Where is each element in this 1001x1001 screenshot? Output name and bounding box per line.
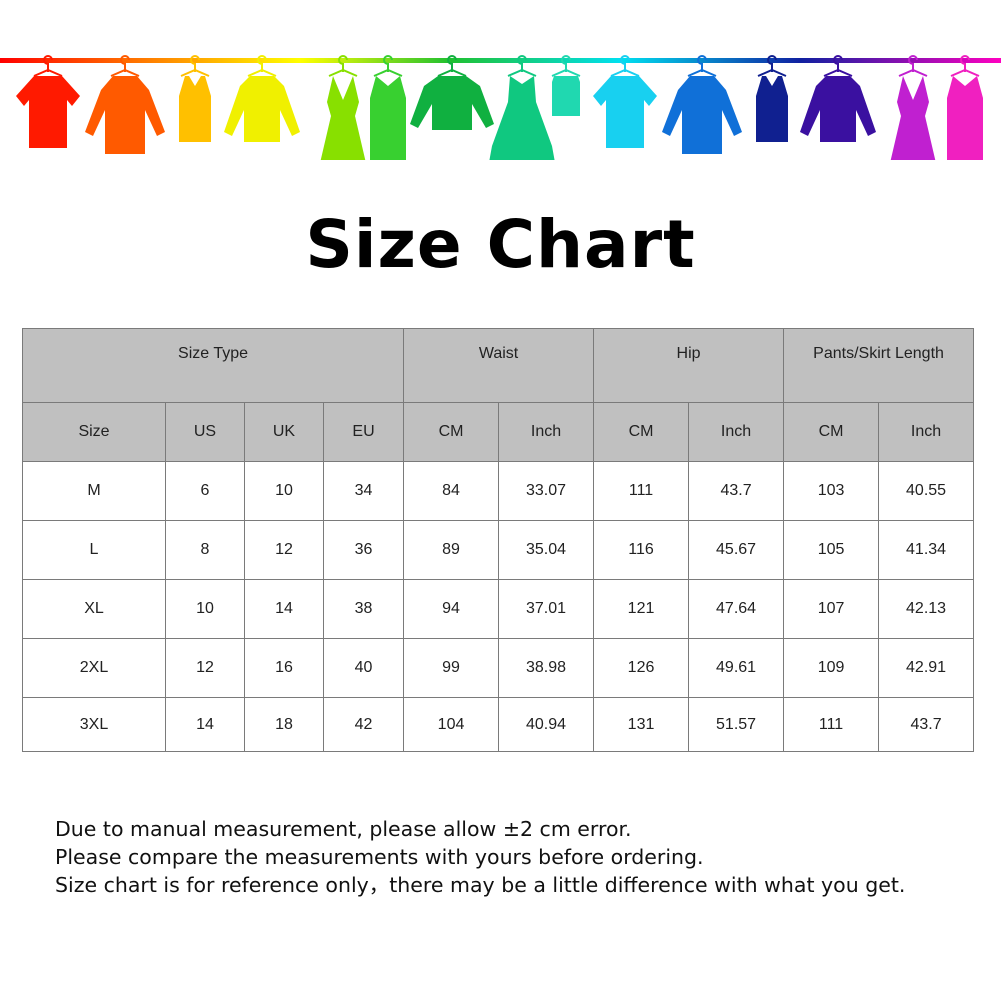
table-cell: 40 (322, 638, 405, 698)
garment-dress-icon (320, 55, 366, 160)
table-cell: 47.64 (688, 579, 785, 639)
table-cell: 103 (783, 461, 880, 521)
table-cell: 99 (403, 638, 500, 698)
garment-tank-icon (756, 55, 788, 142)
table-cell: 14 (165, 697, 245, 752)
table-cell: 10 (165, 579, 245, 639)
clothes-rack-banner (0, 55, 1001, 160)
table-cell: 41.34 (878, 520, 975, 580)
table-cell: 12 (165, 638, 245, 698)
table-cell: 10 (244, 461, 324, 521)
table-cell: 33.07 (498, 461, 595, 521)
table-cell: 42.91 (878, 638, 975, 698)
table-cell: 34 (322, 461, 405, 521)
sub-header-cell: CM (593, 402, 690, 462)
header-length: Pants/Skirt Length (783, 328, 975, 403)
table-cell: 12 (244, 520, 324, 580)
sub-header-cell: UK (244, 402, 324, 462)
table-cell: 105 (783, 520, 880, 580)
garment-ball-dress-icon (489, 55, 555, 160)
note-line: Due to manual measurement, please allow … (55, 817, 632, 841)
table-row: XL 10 14 38 94 37.01 121 47.64 107 42.13 (22, 579, 975, 639)
table-cell: 35.04 (498, 520, 595, 580)
table-cell: 40.94 (498, 697, 595, 752)
table-cell: 45.67 (688, 520, 785, 580)
table-cell: 2XL (22, 638, 166, 698)
garment-cardigan-icon (800, 55, 876, 142)
table-cell: 8 (165, 520, 245, 580)
table-cell: 37.01 (498, 579, 595, 639)
table-cell: 116 (593, 520, 690, 580)
size-table: Size Type Waist Hip Pants/Skirt Length S… (21, 328, 975, 752)
garment-sweater-icon (410, 55, 494, 130)
table-cell: 107 (783, 579, 880, 639)
sub-header-cell: Inch (878, 402, 975, 462)
notes: Due to manual measurement, please allow … (55, 815, 905, 899)
sub-header-cell: Inch (688, 402, 785, 462)
garment-tshirt-icon (593, 55, 657, 148)
table-cell: 104 (403, 697, 500, 752)
table-cell: 111 (593, 461, 690, 521)
garment-belted-dress-icon (947, 55, 983, 160)
table-cell: 49.61 (688, 638, 785, 698)
sub-header-cell: EU (322, 402, 405, 462)
table-cell: 51.57 (688, 697, 785, 752)
garment-cardigan-icon (224, 55, 300, 142)
table-row: L 8 12 36 89 35.04 116 45.67 105 41.34 (22, 520, 975, 580)
table-cell: 131 (593, 697, 690, 752)
table-cell: 3XL (22, 697, 166, 752)
table-cell: XL (22, 579, 166, 639)
garment-camisole-icon (551, 55, 581, 116)
table-cell: 38.98 (498, 638, 595, 698)
header-size-type: Size Type (21, 328, 405, 403)
table-cell: M (22, 461, 166, 521)
table-cell: L (22, 520, 166, 580)
garment-tank-icon (179, 55, 211, 142)
garment-tshirt-icon (16, 55, 80, 148)
table-row: 2XL 12 16 40 99 38.98 126 49.61 109 42.91 (22, 638, 975, 698)
clothes-rail (0, 58, 1001, 63)
page-title: Size Chart (305, 206, 696, 283)
table-cell: 43.7 (688, 461, 785, 521)
table-cell: 18 (244, 697, 324, 752)
sub-header-cell: Size (22, 402, 166, 462)
table-cell: 43.7 (878, 697, 975, 752)
garment-dress-icon (890, 55, 936, 160)
table-cell: 16 (244, 638, 324, 698)
table-cell: 121 (593, 579, 690, 639)
table-cell: 126 (593, 638, 690, 698)
table-row: M 6 10 34 84 33.07 111 43.7 103 40.55 (22, 461, 975, 521)
table-cell: 40.55 (878, 461, 975, 521)
table-cell: 84 (403, 461, 500, 521)
table-cell: 89 (403, 520, 500, 580)
garment-shirt-icon (85, 55, 165, 154)
group-header-row: Size Type Waist Hip Pants/Skirt Length (21, 328, 975, 403)
garment-shirt-icon (662, 55, 742, 154)
table-cell: 109 (783, 638, 880, 698)
note-line: Please compare the measurements with you… (55, 845, 704, 869)
table-cell: 111 (783, 697, 880, 752)
table-cell: 94 (403, 579, 500, 639)
note-line: Size chart is for reference only，there m… (55, 873, 906, 897)
sub-header-cell: Inch (498, 402, 595, 462)
table-cell: 42 (322, 697, 405, 752)
table-row: 3XL 14 18 42 104 40.94 131 51.57 111 43.7 (22, 697, 975, 752)
table-cell: 42.13 (878, 579, 975, 639)
table-cell: 38 (322, 579, 405, 639)
header-hip: Hip (593, 328, 785, 403)
table-cell: 14 (244, 579, 324, 639)
table-cell: 6 (165, 461, 245, 521)
table-cell: 36 (322, 520, 405, 580)
header-waist: Waist (403, 328, 595, 403)
sub-header-row: Size US UK EU CM Inch CM Inch CM Inch (22, 402, 975, 462)
sub-header-cell: CM (783, 402, 880, 462)
sub-header-cell: US (165, 402, 245, 462)
sub-header-cell: CM (403, 402, 500, 462)
garment-belted-dress-icon (370, 55, 406, 160)
